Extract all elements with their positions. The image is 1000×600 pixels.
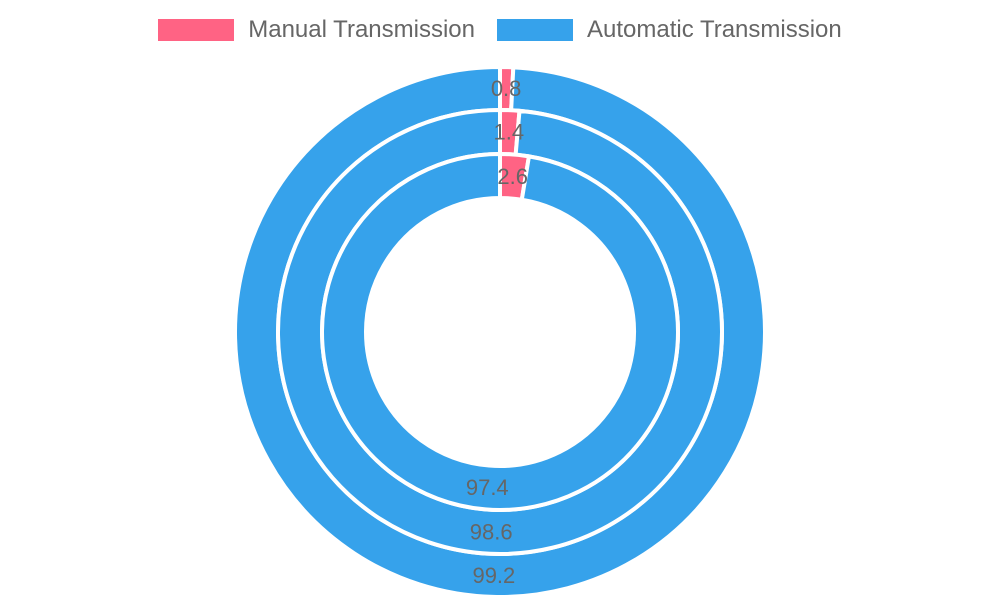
legend-item-manual[interactable]: Manual Transmission (158, 16, 475, 44)
legend-item-automatic[interactable]: Automatic Transmission (497, 16, 842, 44)
legend-label-automatic: Automatic Transmission (587, 16, 842, 43)
legend-swatch-automatic (497, 19, 573, 41)
legend: Manual Transmission Automatic Transmissi… (0, 16, 1000, 44)
slice-inner-automatic[interactable] (320, 151, 680, 512)
legend-label-manual: Manual Transmission (248, 16, 475, 43)
data-label-inner-automatic: 97.4 (466, 475, 509, 500)
data-label-middle-automatic: 98.6 (470, 519, 513, 544)
data-label-inner-manual: 2.6 (497, 164, 528, 189)
legend-swatch-manual (158, 19, 235, 41)
data-label-outer-automatic: 99.2 (472, 563, 515, 588)
data-label-outer-manual: 0.8 (491, 76, 522, 101)
data-label-middle-manual: 1.4 (493, 120, 524, 145)
